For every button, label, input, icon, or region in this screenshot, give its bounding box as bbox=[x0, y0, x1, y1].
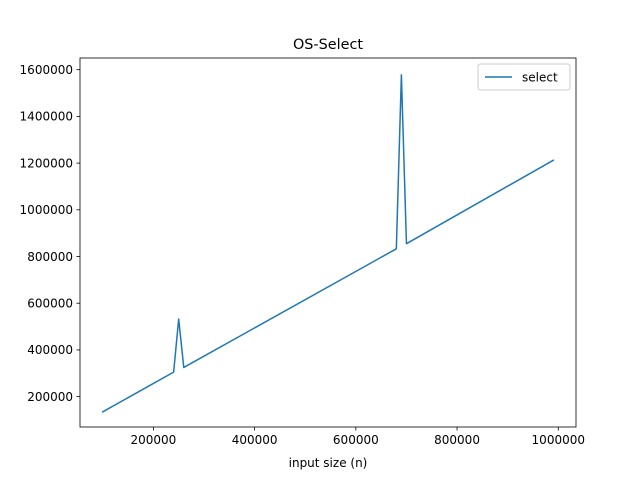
series-line-0 bbox=[101, 74, 555, 413]
y-tick-label-5: 1200000 bbox=[20, 156, 73, 170]
x-tick-label-4: 1000000 bbox=[532, 433, 585, 447]
y-tick-label-3: 800000 bbox=[27, 250, 73, 264]
series-layer bbox=[101, 74, 555, 413]
y-tick-label-6: 1400000 bbox=[20, 110, 73, 124]
y-axis: 200000 400000 600000 800000 1000000 1200000 14… bbox=[20, 63, 80, 404]
x-tick-label-2: 600000 bbox=[333, 433, 379, 447]
x-axis: 200000 400000 600000 800000 1000000 bbox=[130, 427, 585, 447]
x-tick-label-3: 800000 bbox=[434, 433, 480, 447]
plot-frame bbox=[79, 57, 577, 428]
x-tick-label-0: 200000 bbox=[130, 433, 176, 447]
chart-title: OS-Select bbox=[293, 37, 363, 53]
y-tick-label-7: 1600000 bbox=[20, 63, 73, 77]
x-tick-label-1: 400000 bbox=[232, 433, 278, 447]
legend-label-0: select bbox=[522, 70, 558, 84]
legend: select bbox=[477, 63, 571, 91]
y-tick-label-0: 200000 bbox=[27, 390, 73, 404]
plot-background bbox=[80, 58, 576, 427]
y-tick-label-2: 600000 bbox=[27, 297, 73, 311]
plot-area bbox=[79, 57, 577, 428]
legend-box bbox=[477, 63, 571, 91]
y-tick-label-4: 1000000 bbox=[20, 203, 73, 217]
y-tick-label-1: 400000 bbox=[27, 343, 73, 357]
x-axis-label: input size (n) bbox=[289, 456, 368, 470]
